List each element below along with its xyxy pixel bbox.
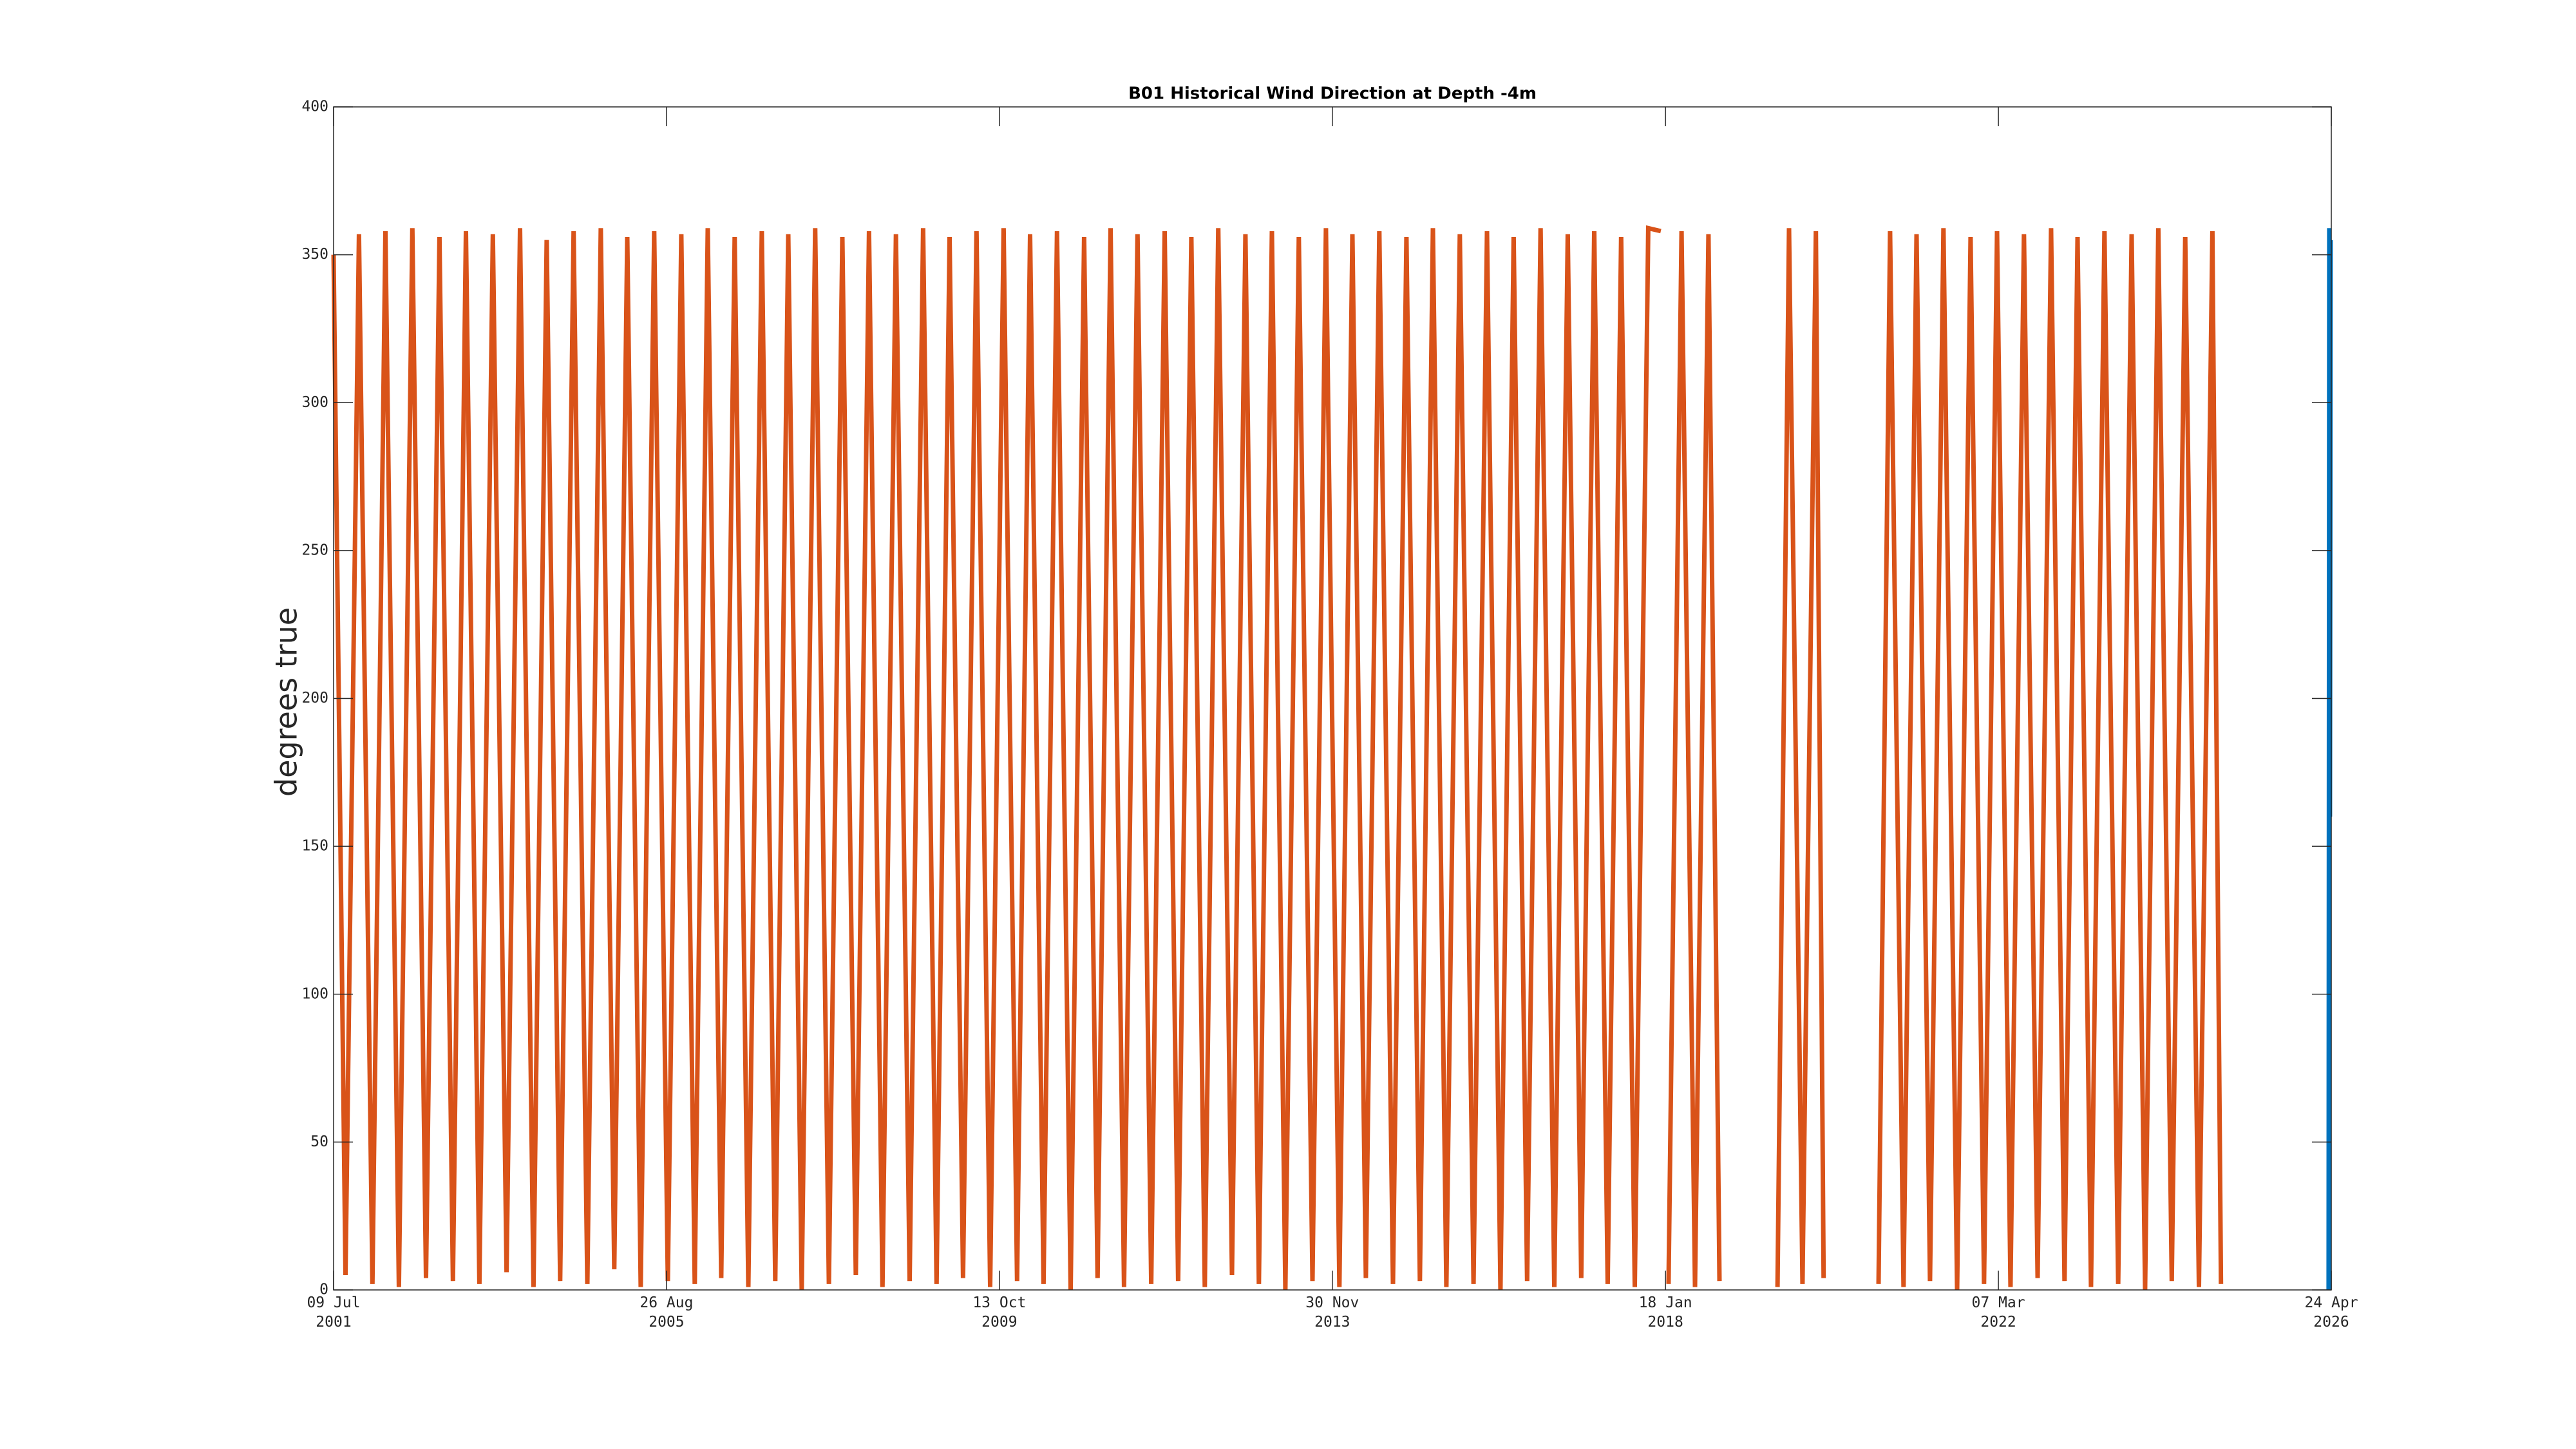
y-tick-label: 150 [301, 838, 328, 855]
x-tick-label: 30 Nov 2013 [1305, 1294, 1359, 1331]
y-tick-label: 300 [301, 394, 328, 411]
y-tick-label: 400 [301, 99, 328, 115]
y-axis-label: degrees true [269, 607, 304, 797]
y-tick-label: 350 [301, 246, 328, 263]
chart-title: B01 Historical Wind Direction at Depth -… [1128, 84, 1537, 104]
x-tick-label: 26 Aug 2005 [639, 1294, 694, 1331]
data-line [331, 225, 2224, 1291]
y-tick-label: 200 [301, 690, 328, 706]
x-tick-label: 18 Jan 2018 [1638, 1294, 1692, 1331]
x-tick-label: 07 Mar 2022 [1971, 1294, 2025, 1331]
y-tick-label: 0 [319, 1282, 328, 1298]
y-tick-label: 100 [301, 985, 328, 1002]
y-tick-label: 50 [310, 1133, 328, 1150]
x-tick-label: 24 Apr 2026 [2304, 1294, 2358, 1331]
y-tick-label: 250 [301, 542, 328, 558]
x-tick-label: 13 Oct 2009 [972, 1294, 1027, 1331]
x-tick-label: 09 Jul 2001 [307, 1294, 361, 1331]
data-line [2326, 228, 2333, 1291]
